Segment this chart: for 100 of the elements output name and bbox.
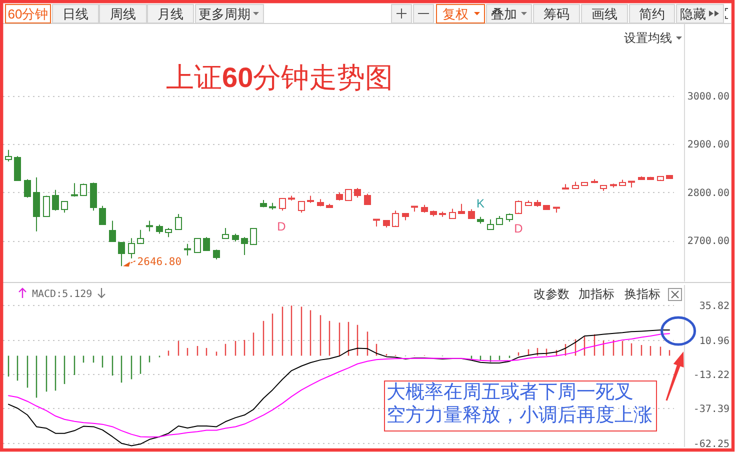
annotation: 空方力量释放，小调后再度上涨 [386,404,652,426]
candlestick [128,238,135,259]
candlestick [232,233,239,242]
candlestick [515,200,522,214]
button: 简约 [629,4,675,24]
candlestick [156,224,163,234]
y-tick-label: -37.39 [693,404,730,415]
candlestick [99,205,106,225]
candlestick [194,238,201,254]
candlestick [610,183,617,188]
candlestick [61,200,68,214]
annotation: 2646.80 [137,256,182,268]
candlestick [666,174,673,180]
candlestick [269,202,276,210]
button: 60分钟 [5,4,51,24]
candlestick [90,182,97,212]
candlestick [402,212,409,221]
candlestick [52,189,59,212]
button: 更多周期 [195,4,264,24]
button: 叠加 [486,4,532,24]
candlestick [5,149,12,162]
button: 日线 [52,4,99,24]
button: 复权 [436,4,485,24]
candlestick [307,195,314,204]
y-tick-label: 2700.00 [687,236,730,248]
button: 画线 [581,4,628,24]
candlestick [487,218,494,230]
candlestick [477,216,484,224]
candlestick [336,192,343,202]
candlestick [647,176,654,180]
y-tick-label: 2900.00 [687,140,730,151]
candlestick [71,182,78,198]
annotation: D [277,220,286,234]
candlestick [213,249,220,260]
y-tick-label: 10.96 [699,336,730,347]
annotation: 改参数 [533,287,570,301]
candlestick [345,188,352,202]
candlestick [468,208,475,219]
candlestick [591,178,598,184]
candlestick [628,180,635,188]
text: 上证60分钟走势图 [166,62,394,93]
candlestick [581,182,588,186]
button: 月线 [147,4,194,24]
annotation: 大概率在周五或者下周一死叉 [386,381,634,403]
candlestick [165,227,172,238]
candlestick [184,243,191,256]
candlestick [250,227,257,245]
candlestick [364,193,371,205]
candlestick [137,229,144,244]
candlestick [279,198,286,212]
button: 隐藏 [676,4,724,24]
candlestick [222,227,229,240]
annotation: D [514,222,524,236]
candlestick [373,218,380,228]
y-tick-label: -62.25 [693,439,730,450]
chart-title: MACD:5.129 [32,289,92,300]
annotation: 换指标 [624,287,660,301]
annotation: 设置均线 [624,31,672,45]
candlestick [619,179,626,187]
candlestick [288,195,295,202]
annotation: K [476,196,485,210]
y-tick-label: 35.82 [699,300,730,312]
candlestick [506,213,513,222]
candlestick [33,176,40,232]
candlestick [543,204,550,210]
candlestick [638,176,645,180]
candlestick [421,204,428,214]
candlestick [175,214,182,230]
candlestick [203,236,210,251]
candlestick [449,208,456,219]
candlestick [411,206,418,212]
candlestick [562,184,569,190]
candlestick [298,200,305,214]
candlestick [496,215,503,225]
candlestick [43,195,50,217]
annotation: 加指标 [578,287,614,301]
candlestick [657,176,664,181]
y-tick-label: -13.22 [693,370,730,381]
button: 筹码 [533,4,580,24]
candlestick [600,184,607,192]
candlestick [118,241,125,267]
candlestick [241,236,248,256]
y-tick-label: 3000.00 [687,92,730,103]
candlestick [534,200,541,208]
candlestick [354,187,361,198]
candlestick [553,206,560,214]
button: 周线 [99,4,147,24]
candlestick [14,156,21,181]
candlestick [260,200,267,208]
candlestick [458,203,465,214]
candlestick [146,220,153,232]
candlestick [430,210,437,217]
candlestick [572,181,579,189]
candlestick [439,211,446,218]
candlestick [109,220,116,242]
candlestick [80,183,87,196]
candlestick [317,198,324,207]
y-tick-label: 2800.00 [687,188,730,199]
candlestick [24,178,31,198]
candlestick [326,203,333,208]
